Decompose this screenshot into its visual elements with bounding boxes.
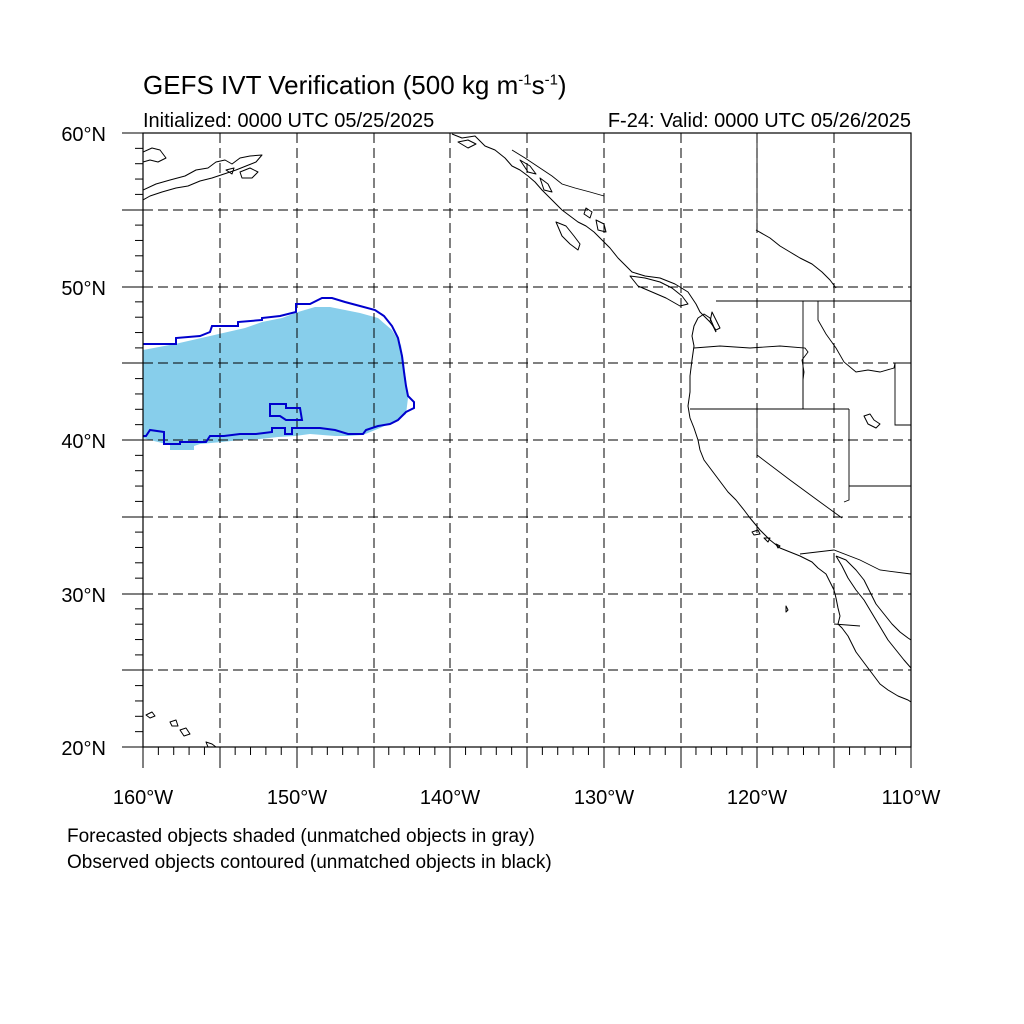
forecast-ivt-object <box>143 307 408 450</box>
kodiak-island <box>225 167 259 179</box>
valid-time-label: F-24: Valid: 0000 UTC 05/26/2025 <box>607 110 911 132</box>
forecast-legend-note: Forecasted objects shaded (unmatched obj… <box>67 826 535 847</box>
guadalupe-island <box>785 605 789 613</box>
baja-state-border <box>833 623 861 627</box>
observed-ivt-inner-contour <box>269 403 304 421</box>
graticule <box>143 133 911 747</box>
lon-major-ticks <box>142 747 912 768</box>
lat-label-40n: 40°N <box>61 431 106 453</box>
great-salt-lake <box>863 413 881 429</box>
us-mexico-border <box>799 549 911 575</box>
hawaii-islands <box>145 711 217 747</box>
nevada-borders <box>756 409 850 519</box>
map-title: GEFS IVT Verification (500 kg m-1s-1) <box>143 70 567 100</box>
lat-label-50n: 50°N <box>61 278 106 300</box>
lon-label-130w: 130°W <box>574 787 634 809</box>
gulf-of-california <box>835 555 911 669</box>
bc-islands <box>457 139 689 307</box>
lat-major-ticks <box>122 132 143 748</box>
lat-label-60n: 60°N <box>61 124 106 146</box>
lon-label-140w: 140°W <box>420 787 480 809</box>
alaska-coastline <box>143 147 263 201</box>
vancouver-island-east <box>755 229 837 289</box>
minor-ticks <box>135 147 897 755</box>
bc-alaska-coastline <box>451 133 717 333</box>
lon-label-120w: 120°W <box>727 787 787 809</box>
lon-label-160w: 160°W <box>113 787 173 809</box>
wa-or-border <box>693 345 809 409</box>
lon-label-150w: 150°W <box>267 787 327 809</box>
channel-islands <box>751 529 781 549</box>
observed-ivt-contour <box>143 297 415 445</box>
us-west-coastline <box>687 313 911 703</box>
alaska-canada-border <box>511 149 605 197</box>
puget-sound <box>709 311 721 331</box>
idaho-borders <box>802 301 911 426</box>
lat-label-30n: 30°N <box>61 585 106 607</box>
lat-label-20n: 20°N <box>61 738 106 760</box>
lon-label-110w: 110°W <box>882 787 941 809</box>
initialized-label: Initialized: 0000 UTC 05/25/2025 <box>143 110 435 132</box>
observed-legend-note: Observed objects contoured (unmatched ob… <box>67 852 552 873</box>
